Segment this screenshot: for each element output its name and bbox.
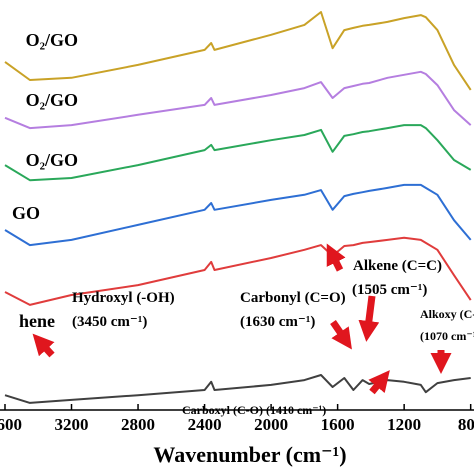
x-axis-title: Wavenumber (cm⁻¹) (153, 442, 346, 467)
arrow (330, 320, 352, 350)
arrow (326, 243, 346, 272)
x-tick-label: 2000 (254, 415, 288, 434)
x-tick-label: 1200 (387, 415, 421, 434)
annotation: (3450 cm⁻¹) (72, 314, 147, 330)
x-tick-label: 800 (458, 415, 474, 434)
spectrum-line (4, 70, 472, 130)
series-label: O₂/GO (26, 30, 78, 50)
series-label: GO (12, 203, 40, 223)
annotation: (1505 cm⁻¹) (352, 282, 427, 298)
x-tick-label: 3200 (55, 415, 89, 434)
spectrum-line (4, 11, 472, 91)
series-label: hene (19, 311, 55, 331)
spectrum-line (4, 183, 472, 247)
series-label: O₂/GO (26, 150, 78, 170)
arrow (368, 370, 390, 395)
series-label: O₂/GO (26, 90, 78, 110)
x-tick-label: 2800 (121, 415, 155, 434)
x-tick-label: 2400 (188, 415, 222, 434)
arrow (358, 295, 380, 342)
spectrum-line (4, 124, 472, 182)
annotation: Hydroxyl (-OH) (72, 290, 175, 306)
annotation: (1630 cm⁻¹) (240, 314, 315, 330)
annotation: Carboxyl (C-O) (1410 cm⁻¹) (182, 403, 326, 417)
annotation: Alkene (C=C) (353, 258, 442, 274)
annotation: Alkoxy (C-O) (420, 307, 474, 321)
x-tick-label: 1600 (321, 415, 355, 434)
arrow (32, 333, 55, 358)
spectrum-line (4, 374, 471, 404)
plot-area (4, 11, 472, 404)
annotation: Carbonyl (C=O) (240, 290, 346, 306)
annotation: (1070 cm⁻¹) (420, 329, 474, 343)
arrows (32, 243, 452, 395)
x-tick-label: 3600 (0, 415, 22, 434)
